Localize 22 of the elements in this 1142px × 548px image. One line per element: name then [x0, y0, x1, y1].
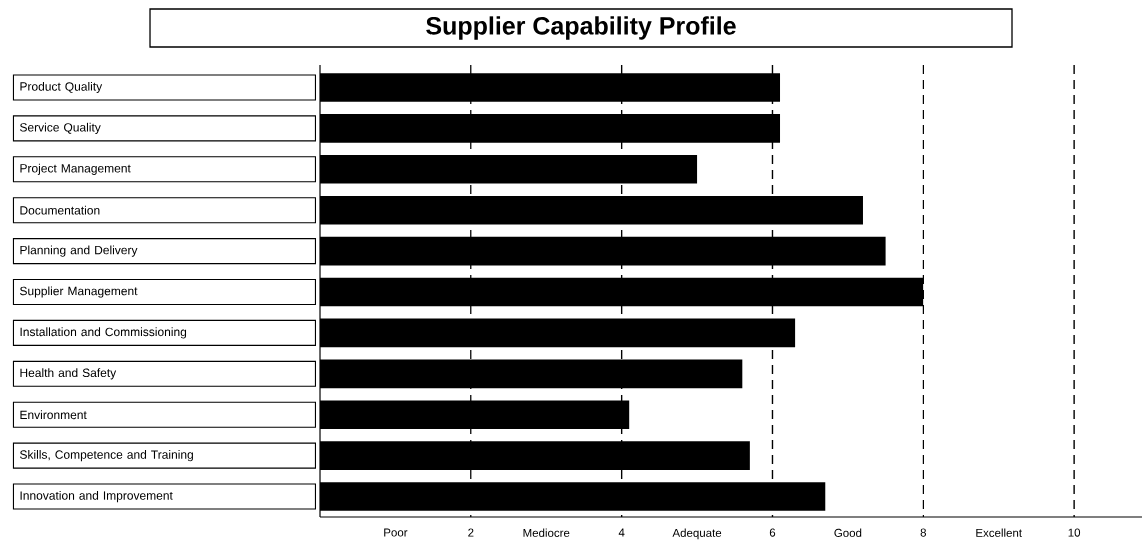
y-tick-label: Innovation and Improvement [20, 490, 173, 503]
x-tick-label: Adequate [672, 528, 722, 540]
y-tick-label: Service Quality [20, 122, 101, 134]
y-tick-label: Health and Safety [20, 368, 117, 380]
y-tick-label: Documentation [20, 205, 100, 215]
x-tick-label: 10 [1068, 528, 1081, 537]
y-tick-label: Skills, Competence and Training [20, 450, 193, 462]
y-tick-label: Product Quality [20, 81, 103, 94]
y-tick-label: Supplier Management [20, 286, 138, 298]
x-tick-label: Good [834, 528, 862, 537]
y-tick-label: Planning and Delivery [20, 245, 138, 257]
x-tick-label: 8 [920, 528, 926, 537]
x-tick-label: 4 [618, 528, 625, 537]
x-tick-label: 2 [468, 528, 474, 537]
y-tick-label: Installation and Commissioning [20, 327, 187, 339]
chart-title: Supplier Capability Profile [426, 16, 736, 40]
x-tick-label: Excellent [976, 528, 1022, 537]
y-tick-label: Environment [20, 410, 87, 420]
x-tick-label: Mediocre [523, 528, 570, 537]
x-tick-label: Poor [384, 528, 408, 537]
x-tick-label: 6 [769, 528, 776, 537]
y-tick-label: Project Management [20, 163, 131, 175]
